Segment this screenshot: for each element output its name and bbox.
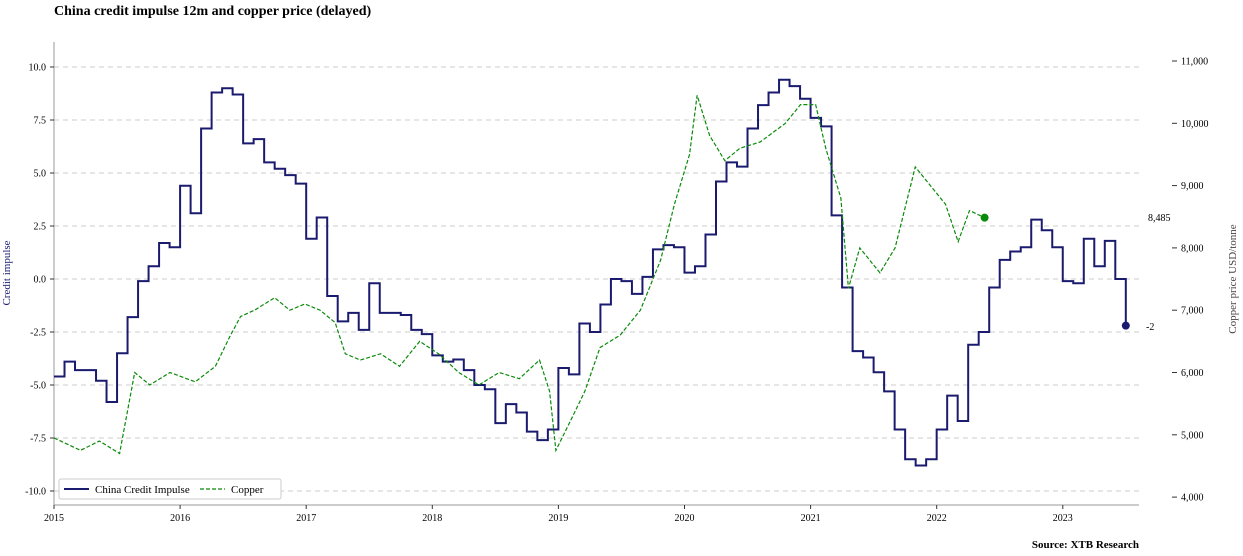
x-tick-label: 2017 xyxy=(296,513,316,524)
credit-last-value-label: -2 xyxy=(1146,322,1154,333)
y-right-tick-label: 11,000 xyxy=(1181,57,1208,68)
y-right-tick-label: 10,000 xyxy=(1181,119,1209,130)
copper-last-value-label: 8,485 xyxy=(1148,213,1171,224)
x-tick-label: 2018 xyxy=(422,513,442,524)
y-right-tick-label: 9,000 xyxy=(1181,181,1204,192)
y-left-tick-label: 10.0 xyxy=(29,63,47,74)
y-left-tick-label: 7.5 xyxy=(34,116,47,127)
y-right-tick-label: 4,000 xyxy=(1181,493,1204,504)
y-left-tick-label: 2.5 xyxy=(34,222,47,233)
legend-label-copper: Copper xyxy=(231,484,264,496)
y-left-tick-label: -10.0 xyxy=(25,487,46,498)
x-tick-label: 2015 xyxy=(44,513,64,524)
y-left-label: Credit impulse xyxy=(1,240,13,305)
chart-title: China credit impulse 12m and copper pric… xyxy=(54,4,372,19)
y-left-tick-label: -7.5 xyxy=(30,434,46,445)
x-tick-label: 2021 xyxy=(801,513,821,524)
y-left-tick-label: -5.0 xyxy=(30,381,46,392)
x-tick-label: 2022 xyxy=(927,513,947,524)
y-right-label: Copper price USD/tonne xyxy=(1227,224,1239,333)
x-tick-label: 2023 xyxy=(1053,513,1073,524)
y-right-tick-label: 5,000 xyxy=(1181,430,1204,441)
y-right-tick-label: 7,000 xyxy=(1181,306,1204,317)
copper-line xyxy=(53,95,985,455)
y-left-tick-label: -2.5 xyxy=(30,328,46,339)
axes: -10.0 -7.5 -5.0 -2.5 0.0 2.5 5.0 7.5 10.0 4,000 5,… xyxy=(25,42,1209,524)
y-right-tick-label: 6,000 xyxy=(1181,368,1204,379)
legend-label-credit: China Credit Impulse xyxy=(95,484,190,496)
series-layer xyxy=(53,78,1130,467)
copper-end-marker xyxy=(980,213,989,222)
legend: China Credit Impulse Copper xyxy=(58,478,282,500)
x-tick-label: 2019 xyxy=(548,513,568,524)
x-tick-label: 2020 xyxy=(675,513,695,524)
x-tick-label: 2016 xyxy=(170,513,190,524)
y-right-tick-label: 8,000 xyxy=(1181,243,1204,254)
y-left-tick-label: 5.0 xyxy=(34,169,47,180)
legend-box xyxy=(58,478,282,500)
grid xyxy=(54,66,1139,492)
source-note: Source: XTB Research xyxy=(1032,539,1139,551)
y-left-tick-label: 0.0 xyxy=(34,275,47,286)
credit-impulse-line xyxy=(54,78,1127,467)
credit-impulse-end-marker xyxy=(1121,321,1130,330)
